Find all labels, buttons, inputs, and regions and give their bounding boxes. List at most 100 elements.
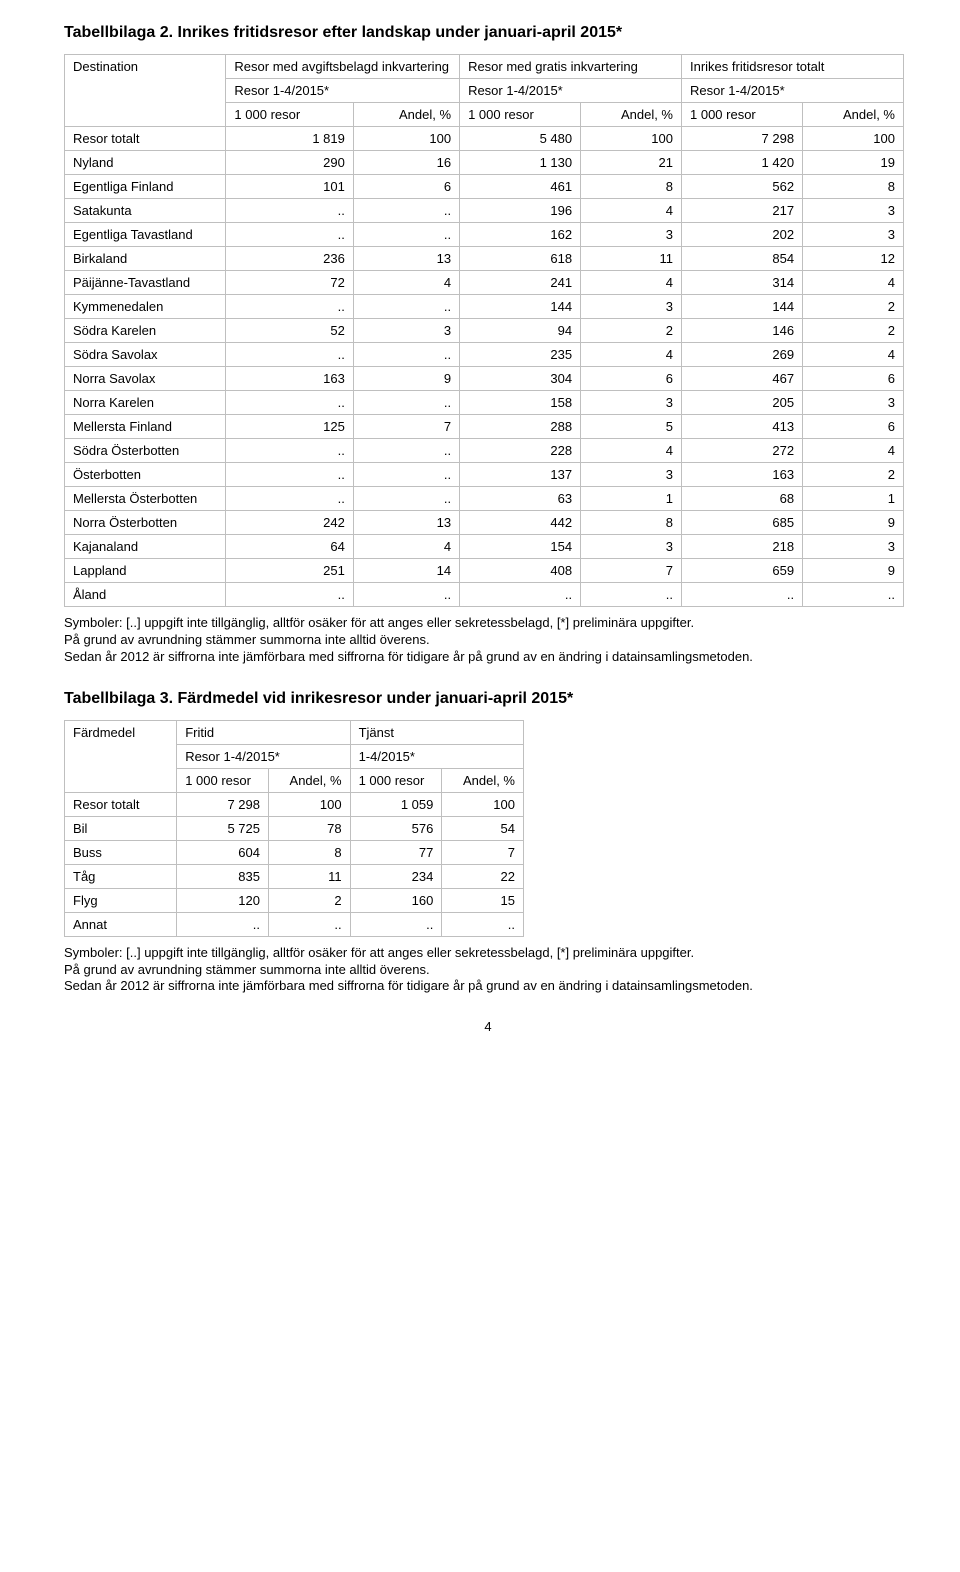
table2-body: Resor totalt7 2981001 059100Bil5 7257857… bbox=[65, 792, 524, 936]
cell: 241 bbox=[460, 271, 581, 295]
cell: 125 bbox=[226, 415, 353, 439]
cell: 2 bbox=[581, 319, 682, 343]
table-row: Egentliga Tavastland....16232023 bbox=[65, 223, 904, 247]
table-row: Österbotten....13731632 bbox=[65, 463, 904, 487]
cell: 835 bbox=[177, 864, 269, 888]
cell: 7 298 bbox=[177, 792, 269, 816]
cell: 218 bbox=[682, 535, 803, 559]
cell: 5 bbox=[581, 415, 682, 439]
cell: 1 bbox=[581, 487, 682, 511]
cell: .. bbox=[226, 439, 353, 463]
table-row: Lappland2511440876599 bbox=[65, 559, 904, 583]
cell: 3 bbox=[803, 223, 904, 247]
cell: 100 bbox=[268, 792, 350, 816]
cell: 236 bbox=[226, 247, 353, 271]
table-row: Mellersta Finland125728854136 bbox=[65, 415, 904, 439]
cell: 7 bbox=[442, 840, 524, 864]
cell: 100 bbox=[353, 127, 459, 151]
table1: Destination Resor med avgiftsbelagd inkv… bbox=[64, 54, 904, 607]
cell: 14 bbox=[353, 559, 459, 583]
row-label: Flyg bbox=[65, 888, 177, 912]
cell: 22 bbox=[442, 864, 524, 888]
cell: 163 bbox=[226, 367, 353, 391]
cell: 52 bbox=[226, 319, 353, 343]
cell: 4 bbox=[803, 439, 904, 463]
cell: 11 bbox=[581, 247, 682, 271]
cell: 234 bbox=[350, 864, 442, 888]
row-label: Österbotten bbox=[65, 463, 226, 487]
table-row: Flyg120216015 bbox=[65, 888, 524, 912]
cell: 272 bbox=[682, 439, 803, 463]
row-label: Norra Österbotten bbox=[65, 511, 226, 535]
table-row: Åland............ bbox=[65, 583, 904, 607]
cell: 8 bbox=[581, 175, 682, 199]
cell: 19 bbox=[803, 151, 904, 175]
cell: 1 819 bbox=[226, 127, 353, 151]
cell: 4 bbox=[581, 271, 682, 295]
row-label: Annat bbox=[65, 912, 177, 936]
cell: 1 130 bbox=[460, 151, 581, 175]
t1-group2: Resor med gratis inkvartering bbox=[460, 55, 682, 79]
row-label: Satakunta bbox=[65, 199, 226, 223]
cell: 16 bbox=[353, 151, 459, 175]
cell: 137 bbox=[460, 463, 581, 487]
cell: .. bbox=[226, 295, 353, 319]
table-row: Norra Savolax163930464676 bbox=[65, 367, 904, 391]
cell: 659 bbox=[682, 559, 803, 583]
cell: 94 bbox=[460, 319, 581, 343]
cell: 562 bbox=[682, 175, 803, 199]
fn1-l1: Symboler: [..] uppgift inte tillgänglig,… bbox=[64, 615, 694, 630]
cell: 304 bbox=[460, 367, 581, 391]
cell: .. bbox=[350, 912, 442, 936]
cell: .. bbox=[353, 439, 459, 463]
cell: 2 bbox=[803, 319, 904, 343]
cell: 1 059 bbox=[350, 792, 442, 816]
t2-col-b1: Andel, % bbox=[268, 768, 350, 792]
t1-col-a1: 1 000 resor bbox=[226, 103, 353, 127]
cell: 235 bbox=[460, 343, 581, 367]
cell: 13 bbox=[353, 247, 459, 271]
cell: .. bbox=[353, 223, 459, 247]
table2: Färdmedel Fritid Tjänst Resor 1-4/2015* … bbox=[64, 720, 524, 937]
cell: 467 bbox=[682, 367, 803, 391]
table-row: Resor totalt7 2981001 059100 bbox=[65, 792, 524, 816]
t1-col-b1: Andel, % bbox=[353, 103, 459, 127]
table-row: Nyland290161 130211 42019 bbox=[65, 151, 904, 175]
cell: 4 bbox=[581, 439, 682, 463]
table-row: Buss6048777 bbox=[65, 840, 524, 864]
cell: .. bbox=[581, 583, 682, 607]
cell: 100 bbox=[581, 127, 682, 151]
fn2-l2: På grund av avrundning stämmer summorna … bbox=[64, 962, 430, 977]
cell: 4 bbox=[581, 343, 682, 367]
cell: 158 bbox=[460, 391, 581, 415]
row-label: Egentliga Finland bbox=[65, 175, 226, 199]
table-row: Norra Karelen....15832053 bbox=[65, 391, 904, 415]
cell: .. bbox=[460, 583, 581, 607]
row-label: Birkaland bbox=[65, 247, 226, 271]
t1-group1: Resor med avgiftsbelagd inkvartering bbox=[226, 55, 460, 79]
table-row: Södra Österbotten....22842724 bbox=[65, 439, 904, 463]
row-label: Resor totalt bbox=[65, 127, 226, 151]
table-row: Egentliga Finland101646185628 bbox=[65, 175, 904, 199]
table-row: Tåg8351123422 bbox=[65, 864, 524, 888]
cell: 685 bbox=[682, 511, 803, 535]
table1-body: Resor totalt1 8191005 4801007 298100Nyla… bbox=[65, 127, 904, 607]
cell: 314 bbox=[682, 271, 803, 295]
table-row: Kymmenedalen....14431442 bbox=[65, 295, 904, 319]
table1-head: Destination Resor med avgiftsbelagd inkv… bbox=[65, 55, 904, 127]
cell: 3 bbox=[803, 199, 904, 223]
row-label: Kymmenedalen bbox=[65, 295, 226, 319]
cell: .. bbox=[226, 463, 353, 487]
cell: .. bbox=[226, 343, 353, 367]
cell: 6 bbox=[803, 415, 904, 439]
t2-topleft: Färdmedel bbox=[65, 720, 177, 792]
row-label: Norra Savolax bbox=[65, 367, 226, 391]
table-row: Päijänne-Tavastland72424143144 bbox=[65, 271, 904, 295]
t2-group1: Fritid bbox=[177, 720, 350, 744]
cell: 5 725 bbox=[177, 816, 269, 840]
cell: 3 bbox=[581, 223, 682, 247]
cell: 3 bbox=[581, 535, 682, 559]
table2-title: Tabellbilaga 3. Färdmedel vid inrikesres… bbox=[64, 690, 912, 708]
table-row: Annat........ bbox=[65, 912, 524, 936]
cell: .. bbox=[353, 391, 459, 415]
